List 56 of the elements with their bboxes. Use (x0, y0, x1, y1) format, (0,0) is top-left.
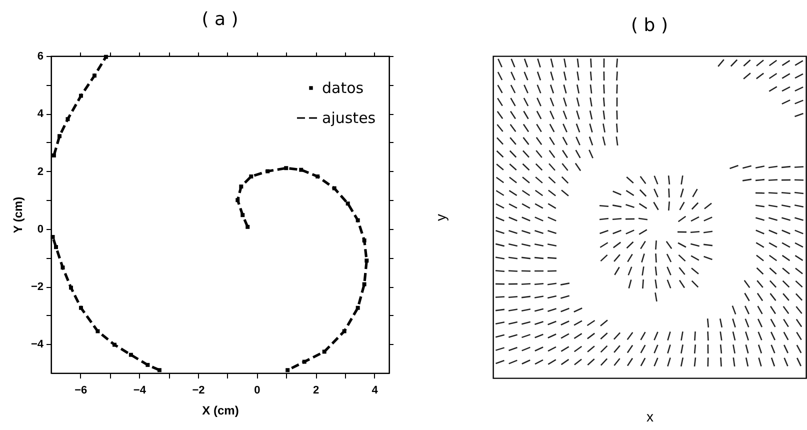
point (236, 198, 240, 202)
point (364, 258, 369, 263)
point (302, 360, 306, 364)
point (299, 168, 304, 172)
point (58, 134, 62, 138)
point (286, 368, 290, 372)
point (128, 352, 133, 357)
legend-label: datos (322, 79, 364, 97)
point (346, 202, 350, 206)
text: x (646, 408, 654, 424)
point (362, 282, 366, 286)
point (266, 169, 270, 174)
point (246, 224, 250, 229)
chart-title: ( a ) (202, 9, 238, 30)
point (52, 153, 56, 158)
point (68, 286, 73, 290)
point (54, 245, 58, 250)
x-tick-label: −6 (74, 384, 88, 396)
point (322, 350, 326, 354)
point (316, 174, 320, 178)
y-axis-title: Y (cm) (10, 196, 25, 234)
point (249, 174, 254, 178)
point (104, 54, 108, 59)
point (332, 186, 336, 190)
y-tick-label: 6 (37, 50, 44, 62)
text: ( b ) (631, 15, 668, 36)
y-tick-label: 0 (37, 223, 44, 236)
point (50, 234, 55, 239)
x-tick-label: 2 (312, 384, 320, 396)
y-tick-label: 4 (37, 108, 44, 120)
point (146, 362, 150, 367)
point (78, 94, 83, 98)
point (60, 266, 65, 270)
x-tick-label: 0 (254, 384, 260, 396)
point (240, 213, 245, 218)
point (92, 74, 96, 78)
x-tick-label: −2 (192, 384, 205, 396)
y-tick-label: −2 (30, 281, 44, 294)
legend-label: ajustes (322, 109, 376, 127)
point (66, 117, 70, 122)
text: y (432, 214, 448, 221)
point (96, 329, 100, 334)
point (239, 184, 244, 189)
x-tick-label: 4 (372, 384, 379, 396)
point (157, 368, 162, 372)
y-tick-label: −4 (30, 338, 44, 351)
x-axis-title: X (cm) (202, 404, 239, 418)
point (342, 329, 346, 334)
x-tick-label: −4 (133, 384, 147, 396)
point (356, 218, 360, 222)
point (362, 238, 366, 242)
y-tick-label: 2 (37, 166, 44, 178)
point (112, 342, 116, 347)
point (78, 306, 83, 310)
point (284, 166, 288, 170)
point (356, 306, 360, 310)
